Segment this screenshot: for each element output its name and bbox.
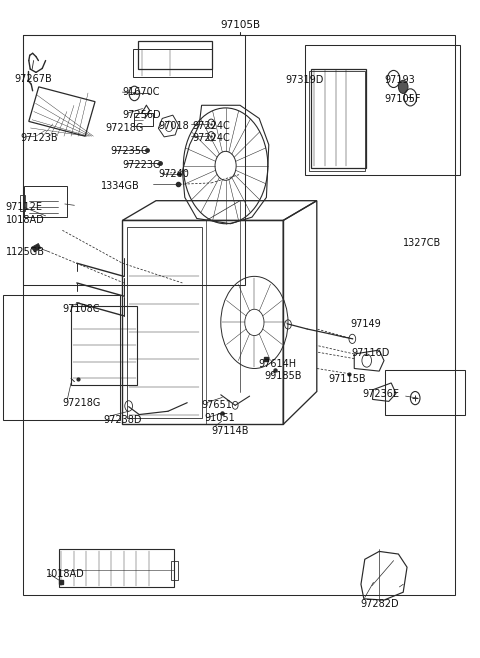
Text: 97105F: 97105F [384, 93, 420, 104]
Text: 97651: 97651 [202, 400, 232, 411]
Text: 97193: 97193 [384, 75, 415, 86]
Bar [311, 69, 366, 168]
Text: 91670C: 91670C [122, 87, 160, 97]
Bar [23, 35, 245, 285]
Text: 97238D: 97238D [103, 415, 142, 425]
Text: 97218G: 97218G [62, 397, 101, 408]
Text: 1334GB: 1334GB [101, 181, 140, 191]
Bar [20, 195, 25, 211]
Text: 97282D: 97282D [360, 599, 398, 609]
Text: 97223G: 97223G [122, 159, 161, 170]
Text: 97218G: 97218G [106, 123, 144, 134]
Bar [138, 41, 212, 69]
Text: 97614H: 97614H [258, 359, 296, 369]
Text: 97112E: 97112E [6, 202, 43, 213]
Bar [127, 227, 202, 418]
Bar [24, 186, 67, 217]
Polygon shape [31, 243, 41, 252]
Text: 1018AD: 1018AD [6, 215, 45, 226]
Text: 97149: 97149 [350, 318, 381, 329]
Text: 97236E: 97236E [362, 389, 399, 399]
Bar [71, 306, 137, 385]
Text: 1018AD: 1018AD [46, 569, 84, 580]
Text: 97114B: 97114B [211, 426, 249, 436]
Bar [133, 49, 212, 77]
Text: 1125GB: 1125GB [6, 247, 45, 257]
Text: 97224C: 97224C [192, 133, 230, 143]
Text: 97108C: 97108C [62, 304, 100, 315]
Text: 99185B: 99185B [264, 371, 301, 382]
Text: 97267B: 97267B [14, 74, 52, 84]
Text: 97115B: 97115B [329, 374, 366, 384]
Text: 97319D: 97319D [286, 75, 324, 86]
Bar [305, 45, 460, 175]
Bar [3, 295, 120, 420]
Text: 97018: 97018 [158, 121, 189, 132]
Bar [23, 35, 455, 595]
Bar [385, 370, 465, 415]
Circle shape [398, 80, 408, 93]
Bar [59, 549, 174, 587]
Text: 1327CB: 1327CB [403, 238, 442, 249]
Bar [122, 220, 283, 424]
Text: 97116D: 97116D [351, 347, 390, 358]
Text: 97224C: 97224C [192, 121, 230, 132]
Text: 97240: 97240 [158, 169, 189, 180]
Bar [309, 71, 365, 171]
Bar [134, 113, 153, 126]
Text: 97235C: 97235C [110, 145, 148, 156]
Bar [171, 561, 178, 580]
Text: 97105B: 97105B [220, 20, 260, 30]
Text: 91051: 91051 [204, 413, 235, 424]
Text: 97123B: 97123B [20, 133, 58, 143]
Text: 97256D: 97256D [122, 110, 161, 120]
